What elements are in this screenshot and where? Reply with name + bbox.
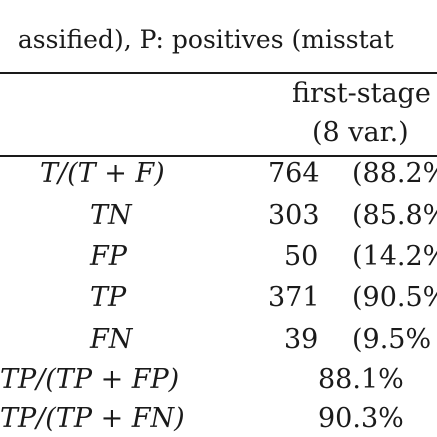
row-percent: (9.5% (352, 324, 432, 355)
row-count: 371 (268, 282, 320, 313)
row-percent: (85.8% (352, 200, 437, 231)
caption-text: assified), P: positives (misstat (17, 25, 394, 54)
row-label-t-over-t-plus-f: T/(T + F) (40, 158, 165, 189)
row-percent: (88.2% (352, 158, 437, 189)
row-percent: (90.5% (352, 282, 437, 313)
top-rule (0, 72, 437, 74)
column-header-line1: first-stage (292, 78, 431, 109)
column-header-line2: (8 var.) (312, 117, 409, 148)
row-label-tp: TP (90, 282, 127, 313)
caption-fragment: assified), P: positives (misstat (2, 2, 394, 52)
row-count: 764 (268, 158, 320, 189)
ratio-label-recall: TP/(TP + FN) (0, 403, 185, 434)
ratio-value: 90.3% (318, 403, 404, 434)
ratio-label-precision: TP/(TP + FP) (0, 364, 180, 395)
row-label-fn: FN (90, 324, 133, 355)
row-percent: (14.2% (352, 241, 437, 272)
ratio-value: 88.1% (318, 364, 404, 395)
row-count: 303 (268, 200, 320, 231)
row-label-fp: FP (90, 241, 127, 272)
mid-rule (0, 155, 437, 157)
row-count: 50 (284, 241, 319, 272)
row-count: 39 (284, 324, 319, 355)
row-label-tn: TN (90, 200, 132, 231)
